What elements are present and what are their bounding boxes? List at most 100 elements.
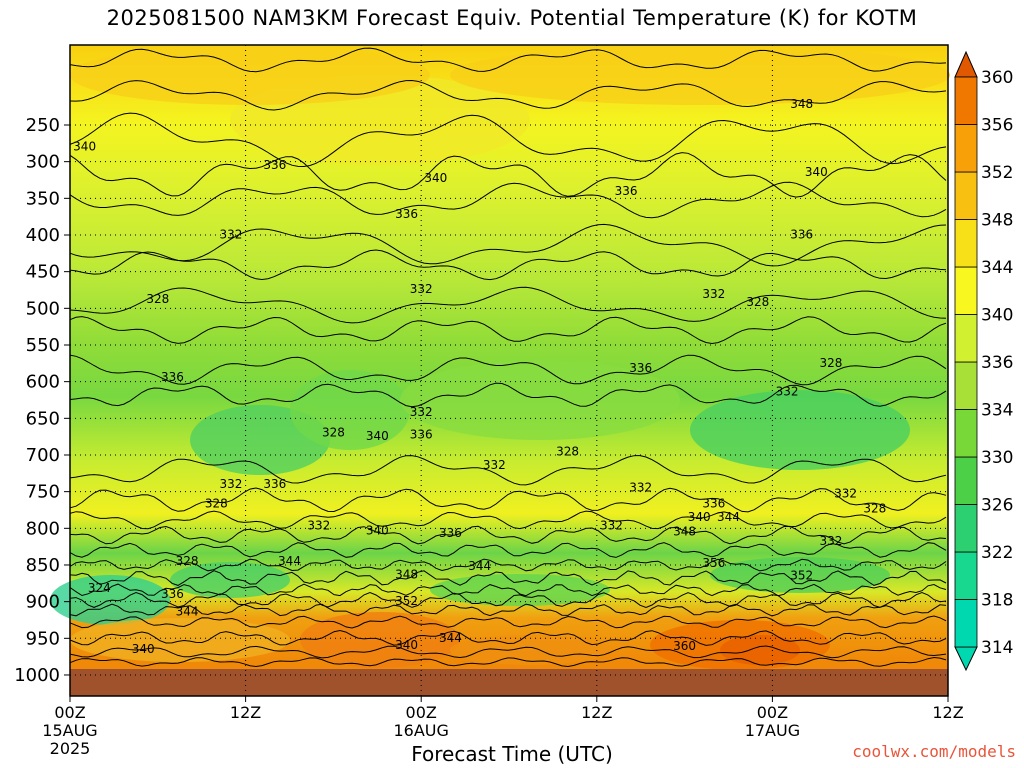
credit-text: coolwx.com/models (852, 742, 1016, 761)
y-tick-label: 550 (26, 335, 60, 356)
contour-label: 344 (717, 510, 740, 524)
x-tick-date: 15AUG (42, 721, 97, 740)
field-region (450, 635, 610, 665)
colorbar-segment (954, 314, 978, 363)
chart-title: 2025081500 NAM3KM Forecast Equiv. Potent… (106, 6, 918, 30)
contour-label: 332 (600, 519, 623, 533)
contour-line (69, 249, 947, 281)
contour-label: 328 (863, 502, 886, 516)
y-tick-label: 850 (26, 555, 60, 576)
ground-layer (70, 669, 948, 696)
contour-label: 328 (556, 445, 579, 459)
contour-label: 348 (790, 97, 813, 111)
field-region (710, 557, 890, 593)
contour-label: 332 (629, 480, 652, 494)
contour-label: 324 (88, 581, 111, 595)
field-region (430, 574, 610, 606)
contour-line (69, 286, 947, 324)
colorbar-label: 356 (981, 116, 1013, 136)
colorbar-segment (954, 599, 978, 648)
contour-line (69, 558, 947, 572)
plot-frame (69, 44, 949, 697)
contour-line (69, 656, 947, 668)
contour-line (69, 382, 947, 408)
contour-label: 332 (834, 486, 857, 500)
contour-label: 336 (702, 497, 725, 511)
colorbar-label: 318 (981, 591, 1013, 611)
contour-label: 360 (673, 639, 696, 653)
contour-label: 344 (278, 554, 301, 568)
contour-line (69, 181, 947, 219)
y-tick-label: 900 (26, 592, 60, 613)
field-region (290, 370, 410, 450)
colorbar-segment (954, 551, 978, 600)
contour-line (69, 223, 947, 267)
contour-line (69, 615, 947, 629)
contour-label: 332 (307, 519, 330, 533)
contour-line (69, 354, 947, 386)
colorbar-label: 352 (981, 163, 1013, 183)
y-tick-label: 600 (26, 372, 60, 393)
contour-label: 340 (366, 429, 389, 443)
x-tick-date: 16AUG (393, 721, 448, 740)
colorbar-label: 334 (981, 401, 1013, 421)
y-tick-label: 350 (26, 188, 60, 209)
contour-line (69, 629, 947, 646)
colorbar-label: 344 (981, 258, 1013, 278)
contour-label: 336 (790, 227, 813, 241)
contour-label: 348 (673, 524, 696, 538)
field-region (70, 45, 430, 105)
field-region (300, 612, 460, 668)
y-tick-label: 950 (26, 628, 60, 649)
colorbar-label: 340 (981, 306, 1013, 326)
y-tick-label: 700 (26, 445, 60, 466)
contour-line (69, 487, 947, 513)
colorbar-segment (954, 171, 978, 220)
colorbar-segment (954, 361, 978, 410)
contour-label: 332 (220, 477, 243, 491)
contour-line (69, 525, 947, 545)
contour-line (69, 112, 947, 168)
contour-label: 336 (629, 361, 652, 375)
colorbar-label: 348 (981, 211, 1013, 231)
contour-line (69, 570, 947, 586)
contour-line (69, 316, 947, 345)
contour-label: 340 (805, 165, 828, 179)
contour-label: 332 (776, 384, 799, 398)
contour-label: 340 (132, 642, 155, 656)
colorbar-label: 330 (981, 448, 1013, 468)
x-tick-label: 00Z (54, 703, 85, 722)
contour-line (69, 47, 947, 73)
contour-label: 328 (176, 554, 199, 568)
y-tick-label: 500 (26, 298, 60, 319)
contour-label: 336 (410, 428, 433, 442)
contour-line (69, 542, 947, 558)
y-tick-label: 750 (26, 482, 60, 503)
contour-label: 348 (395, 568, 418, 582)
field-region (720, 635, 800, 665)
contour-label: 344 (468, 559, 491, 573)
contour-line (69, 79, 947, 111)
contour-line (69, 603, 947, 617)
contour-label: 340 (688, 510, 711, 524)
contour-line (69, 591, 947, 609)
contour-label: 328 (322, 425, 345, 439)
contour-label: 336 (263, 477, 286, 491)
contour-label: 336 (395, 207, 418, 221)
x-tick-label: 12Z (932, 703, 963, 722)
x-tick-year: 2025 (50, 739, 91, 758)
field-region (70, 618, 290, 662)
contour-label: 328 (146, 292, 169, 306)
contour-label: 328 (819, 356, 842, 370)
x-tick-label: 12Z (230, 703, 261, 722)
contour-label: 332 (819, 534, 842, 548)
colorbar-bottom-arrow (954, 646, 978, 672)
contour-line (69, 583, 947, 597)
contour-label: 328 (746, 295, 769, 309)
contour-line (69, 152, 947, 198)
field-region (400, 360, 680, 440)
contour-label: 336 (615, 184, 638, 198)
field-region (690, 390, 910, 470)
contour-label: 332 (702, 287, 725, 301)
